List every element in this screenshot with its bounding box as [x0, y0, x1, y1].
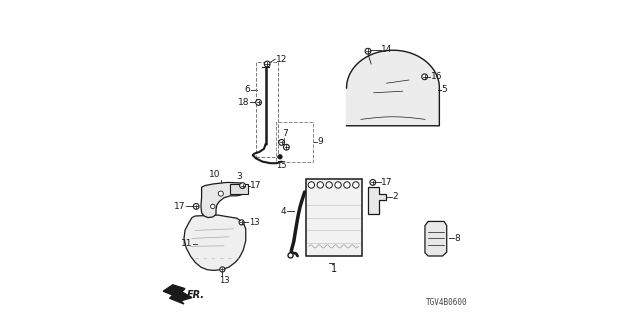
- Text: 14: 14: [381, 45, 393, 54]
- Text: 4: 4: [281, 207, 287, 216]
- Circle shape: [240, 183, 246, 188]
- Circle shape: [239, 220, 244, 225]
- Text: 15: 15: [276, 161, 287, 170]
- Text: 7: 7: [282, 129, 287, 138]
- Bar: [276, 122, 313, 162]
- Text: 16: 16: [431, 72, 442, 81]
- Circle shape: [353, 182, 359, 188]
- Polygon shape: [201, 182, 247, 218]
- Text: 17: 17: [381, 178, 393, 187]
- Polygon shape: [163, 285, 192, 304]
- Text: 17: 17: [250, 181, 262, 190]
- Circle shape: [344, 182, 350, 188]
- Circle shape: [193, 204, 199, 209]
- Circle shape: [308, 182, 315, 188]
- Circle shape: [365, 48, 371, 54]
- Circle shape: [326, 182, 332, 188]
- Text: 9: 9: [317, 137, 323, 146]
- Text: 13: 13: [219, 276, 229, 285]
- Bar: [256, 62, 278, 157]
- Text: 2: 2: [393, 192, 398, 201]
- Circle shape: [370, 180, 376, 185]
- Polygon shape: [184, 215, 246, 270]
- Circle shape: [211, 204, 215, 209]
- Text: 17: 17: [174, 202, 186, 211]
- Text: 1: 1: [330, 264, 337, 274]
- Text: 10: 10: [209, 170, 221, 179]
- Polygon shape: [425, 221, 447, 256]
- Text: 11: 11: [180, 239, 192, 248]
- Circle shape: [279, 140, 285, 145]
- Text: FR.: FR.: [187, 290, 205, 300]
- Circle shape: [218, 191, 223, 196]
- Text: 8: 8: [454, 234, 460, 243]
- Circle shape: [278, 155, 282, 159]
- Circle shape: [264, 61, 270, 67]
- Bar: [230, 184, 248, 194]
- Text: TGV4B0600: TGV4B0600: [426, 298, 467, 307]
- Circle shape: [422, 74, 428, 80]
- Text: 5: 5: [442, 85, 447, 94]
- Text: 18: 18: [237, 98, 249, 107]
- Circle shape: [284, 144, 289, 150]
- Text: 6: 6: [244, 85, 250, 94]
- Circle shape: [220, 267, 225, 272]
- Polygon shape: [347, 50, 440, 126]
- Circle shape: [335, 182, 341, 188]
- Text: 12: 12: [276, 55, 287, 64]
- Circle shape: [288, 253, 293, 258]
- Circle shape: [256, 100, 262, 105]
- Text: 13: 13: [249, 218, 259, 227]
- Polygon shape: [368, 187, 385, 214]
- Text: 3: 3: [236, 172, 242, 181]
- Bar: [306, 179, 362, 256]
- Circle shape: [317, 182, 323, 188]
